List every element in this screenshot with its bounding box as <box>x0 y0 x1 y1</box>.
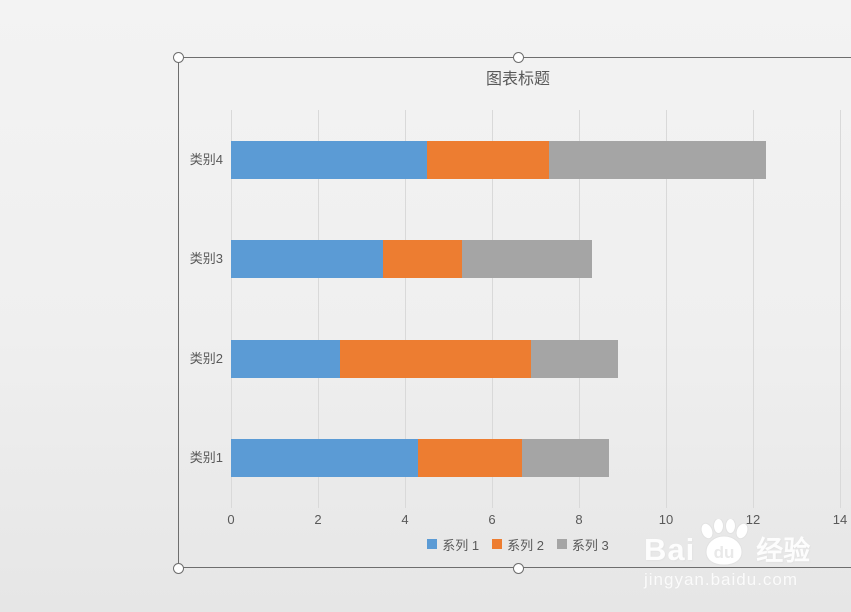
legend-swatch-series3 <box>556 539 567 549</box>
watermark-bai-text: Bai <box>644 532 696 567</box>
bar-segment-series3-类别3[interactable] <box>461 240 593 279</box>
category-label-类别4: 类别4 <box>189 151 223 167</box>
watermark-url-text: jingyan.baidu.com <box>644 570 799 589</box>
watermark-jingyan-text: 经验 <box>756 536 811 566</box>
x-axis-tick-10: 10 <box>658 512 674 527</box>
chart-title[interactable]: 图表标题 <box>485 71 550 88</box>
x-axis-tick-12: 12 <box>745 512 761 527</box>
legend-label-series3: 系列 3 <box>571 537 609 553</box>
legend-swatch-series2 <box>492 539 503 549</box>
legend-label-series1: 系列 1 <box>442 537 480 553</box>
bar-segment-series2-类别1[interactable] <box>418 439 523 478</box>
selection-handle-top-left[interactable] <box>172 51 184 63</box>
chart-object-frame[interactable] <box>178 57 851 568</box>
category-label-类别2: 类别2 <box>189 350 223 366</box>
legend-label-series2: 系列 2 <box>507 537 544 553</box>
category-label-类别1: 类别1 <box>189 450 223 466</box>
category-label-类别3: 类别3 <box>189 251 223 267</box>
selection-handle-top-middle[interactable] <box>512 51 524 63</box>
gridline-6 <box>492 110 493 508</box>
x-axis-tick-6: 6 <box>488 512 496 527</box>
legend-item-series1[interactable]: 系列 1 <box>427 535 479 554</box>
legend-item-series3[interactable]: 系列 3 <box>556 535 609 554</box>
bar-segment-series3-类别1[interactable] <box>522 439 610 478</box>
bar-segment-series1-类别4[interactable] <box>231 140 427 179</box>
baidu-paw-icon: du <box>700 519 749 566</box>
gridline-2 <box>318 110 319 508</box>
bar-segment-series1-类别1[interactable] <box>231 439 419 478</box>
legend[interactable]: 系列 1 系列 2 系列 3 <box>178 535 851 554</box>
x-axis-tick-4: 4 <box>401 512 409 527</box>
gridline-8 <box>579 110 580 508</box>
x-axis-tick-0: 0 <box>227 512 235 527</box>
x-axis-tick-2: 2 <box>314 512 322 527</box>
gridline-12 <box>753 110 754 508</box>
x-axis-tick-8: 8 <box>575 512 583 527</box>
bar-segment-series1-类别3[interactable] <box>231 240 384 279</box>
selection-handle-bottom-left[interactable] <box>172 562 184 574</box>
bar-segment-series2-类别2[interactable] <box>339 339 532 378</box>
selection-handle-bottom-middle[interactable] <box>512 562 524 574</box>
watermark-du-text: du <box>714 543 735 562</box>
bar-segment-series3-类别4[interactable] <box>548 140 767 179</box>
legend-swatch-series1 <box>427 539 438 549</box>
gridline-10 <box>666 110 667 508</box>
gridline-4 <box>405 110 406 508</box>
gridline-14 <box>840 110 841 508</box>
baidu-jingyan-watermark: Bai du 经验 jingyan.baidu.com <box>644 519 810 590</box>
gridline-0 <box>231 110 232 508</box>
legend-item-series2[interactable]: 系列 2 <box>492 535 544 554</box>
bar-segment-series2-类别3[interactable] <box>383 240 462 279</box>
bar-segment-series1-类别2[interactable] <box>231 339 340 378</box>
x-axis-tick-14: 14 <box>832 512 848 527</box>
bar-segment-series3-类别2[interactable] <box>531 339 619 378</box>
bar-segment-series2-类别4[interactable] <box>426 140 549 179</box>
watermark-logo-row: Bai du 经验 <box>644 519 811 567</box>
